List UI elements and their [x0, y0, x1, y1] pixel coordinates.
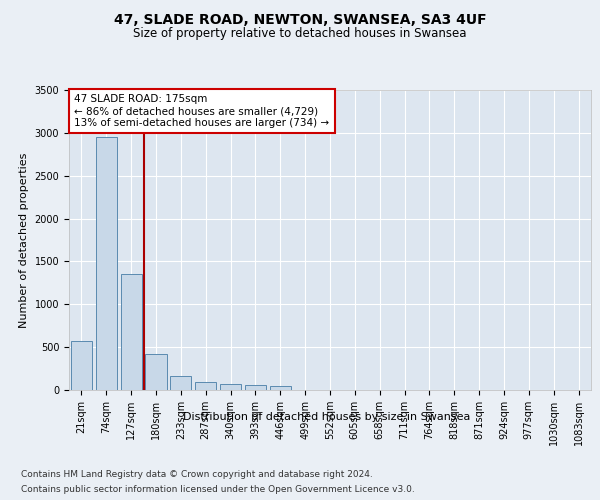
Bar [145, 354, 167, 390]
Text: 47, SLADE ROAD, NEWTON, SWANSEA, SA3 4UF: 47, SLADE ROAD, NEWTON, SWANSEA, SA3 4UF [113, 12, 487, 26]
Text: Contains public sector information licensed under the Open Government Licence v3: Contains public sector information licen… [21, 485, 415, 494]
Bar [245, 386, 266, 390]
Bar [121, 274, 142, 390]
Text: Size of property relative to detached houses in Swansea: Size of property relative to detached ho… [133, 28, 467, 40]
Bar [270, 386, 291, 390]
Bar [96, 137, 117, 390]
Bar [220, 384, 241, 390]
Bar [195, 382, 216, 390]
Bar [71, 341, 92, 390]
Text: Contains HM Land Registry data © Crown copyright and database right 2024.: Contains HM Land Registry data © Crown c… [21, 470, 373, 479]
Text: Distribution of detached houses by size in Swansea: Distribution of detached houses by size … [184, 412, 470, 422]
Text: 47 SLADE ROAD: 175sqm
← 86% of detached houses are smaller (4,729)
13% of semi-d: 47 SLADE ROAD: 175sqm ← 86% of detached … [74, 94, 329, 128]
Y-axis label: Number of detached properties: Number of detached properties [19, 152, 29, 328]
Bar [170, 376, 191, 390]
